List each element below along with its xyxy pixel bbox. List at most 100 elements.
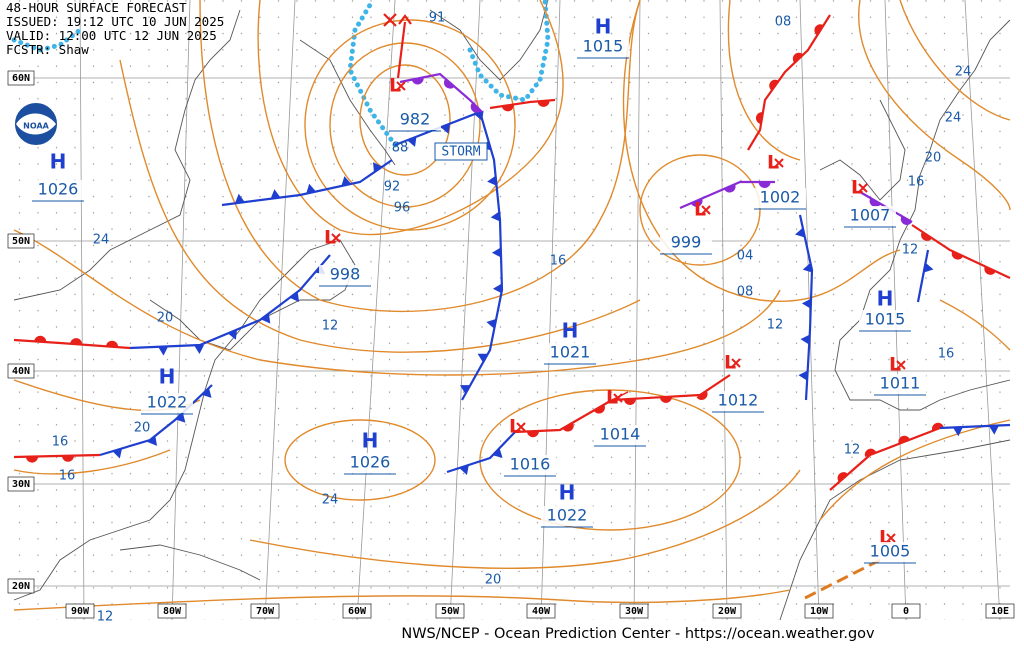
isobar-label: 16 — [550, 254, 567, 269]
front-semicircle — [758, 182, 771, 188]
low-cross — [516, 422, 526, 432]
lon-label: 10W — [810, 606, 829, 617]
front-triangle — [491, 247, 502, 258]
pressure-box — [594, 425, 646, 445]
future-position — [383, 13, 397, 27]
front-semicircle — [792, 52, 804, 63]
front — [13, 453, 101, 459]
low-cross — [774, 158, 784, 168]
pressure-box — [874, 374, 926, 394]
dot-grid — [14, 0, 1010, 620]
pressure-label: 1022 — [547, 506, 588, 525]
front-triangle — [227, 329, 238, 340]
pressure-box — [859, 310, 911, 330]
pressure-box — [864, 542, 916, 562]
front-triangle — [952, 427, 963, 437]
front-semicircle — [696, 390, 708, 400]
front — [221, 159, 393, 207]
pressure-label: 1012 — [718, 391, 759, 410]
pressure-label: 999 — [671, 233, 702, 252]
front-semicircle — [411, 77, 424, 85]
pressure-label: 1011 — [880, 374, 921, 393]
lon-label: 60W — [348, 606, 367, 617]
front-triangle — [201, 387, 212, 398]
lon-label-box — [250, 603, 280, 619]
low-cross — [396, 81, 406, 91]
logo-text: NOAA — [23, 122, 49, 131]
isobar-label: 24 — [945, 111, 962, 126]
footer: NWS/NCEP - Ocean Prediction Center - htt… — [401, 626, 875, 642]
pressure-box — [541, 506, 593, 526]
front — [99, 384, 213, 457]
front — [13, 338, 131, 350]
front-semicircle — [593, 404, 605, 414]
front-triangle — [988, 425, 999, 435]
isobar-label: 24 — [955, 65, 972, 80]
high-symbol: H — [362, 429, 379, 453]
pressure-box — [504, 455, 556, 475]
isobar-label: 16 — [908, 175, 925, 190]
isobar-label: 20 — [157, 311, 174, 326]
lat-label: 60N — [12, 73, 30, 84]
front-triangle — [158, 346, 169, 356]
front-triangle — [492, 283, 503, 294]
isobar-label: 12 — [322, 319, 339, 334]
front-triangle — [490, 211, 501, 222]
low-cross — [886, 533, 896, 543]
noaa-logo: NOAA — [13, 101, 59, 147]
front-triangle — [460, 385, 471, 394]
pressure-label: 1002 — [760, 188, 801, 207]
front-semicircle — [769, 79, 779, 91]
front-semicircle — [623, 398, 636, 405]
lon-label: 90W — [71, 606, 90, 617]
lon-label: 30W — [625, 606, 644, 617]
front-semicircle — [984, 266, 996, 275]
lon-label-box — [619, 603, 649, 619]
front-semicircle — [837, 472, 849, 483]
front-triangle — [474, 110, 484, 121]
isobar-label: 12 — [97, 610, 114, 625]
pressure-label: 998 — [330, 265, 361, 284]
lat-label-box — [7, 70, 35, 86]
lon-label: 0 — [903, 606, 909, 617]
front — [129, 254, 331, 350]
front-semicircle — [537, 100, 550, 107]
pressure-label: 1015 — [865, 310, 906, 329]
pressure-box — [544, 343, 596, 363]
isobar-label: 04 — [737, 249, 754, 264]
low-cross — [613, 393, 623, 403]
front-semicircle — [869, 197, 881, 207]
pressure-box — [32, 180, 84, 200]
isobar-label: 16 — [938, 347, 955, 362]
front-triangle — [306, 183, 316, 194]
front-triangle — [194, 344, 205, 355]
low-cross — [858, 183, 868, 193]
front-triangle — [147, 435, 158, 446]
low-cross — [731, 358, 741, 368]
front-triangle — [270, 189, 281, 199]
lon-label-box — [891, 603, 921, 619]
front-triangle — [440, 123, 451, 134]
header-title: 48-HOUR SURFACE FORECAST — [6, 0, 187, 15]
lon-label-box — [65, 603, 95, 619]
front-triangle — [260, 313, 271, 324]
front-semicircle — [659, 396, 672, 403]
lat-label: 30N — [12, 479, 30, 490]
lat-label-box — [7, 476, 35, 492]
isobar-label: 16 — [59, 469, 76, 484]
front-semicircle — [921, 231, 933, 241]
low-symbol: L — [509, 416, 521, 438]
lat-label-box — [7, 363, 35, 379]
front-triangle — [112, 448, 123, 459]
front-semicircle — [34, 335, 47, 343]
pressure-box — [319, 265, 371, 285]
isobar-label: 88 — [392, 141, 409, 156]
isobar-label: 91 — [429, 11, 446, 26]
front-triangle — [477, 353, 488, 363]
low-cross — [701, 205, 711, 215]
front — [747, 14, 831, 151]
pressure-label: 982 — [400, 110, 431, 129]
warning-label: STORM — [441, 145, 480, 160]
isobar-label: 16 — [52, 435, 69, 450]
